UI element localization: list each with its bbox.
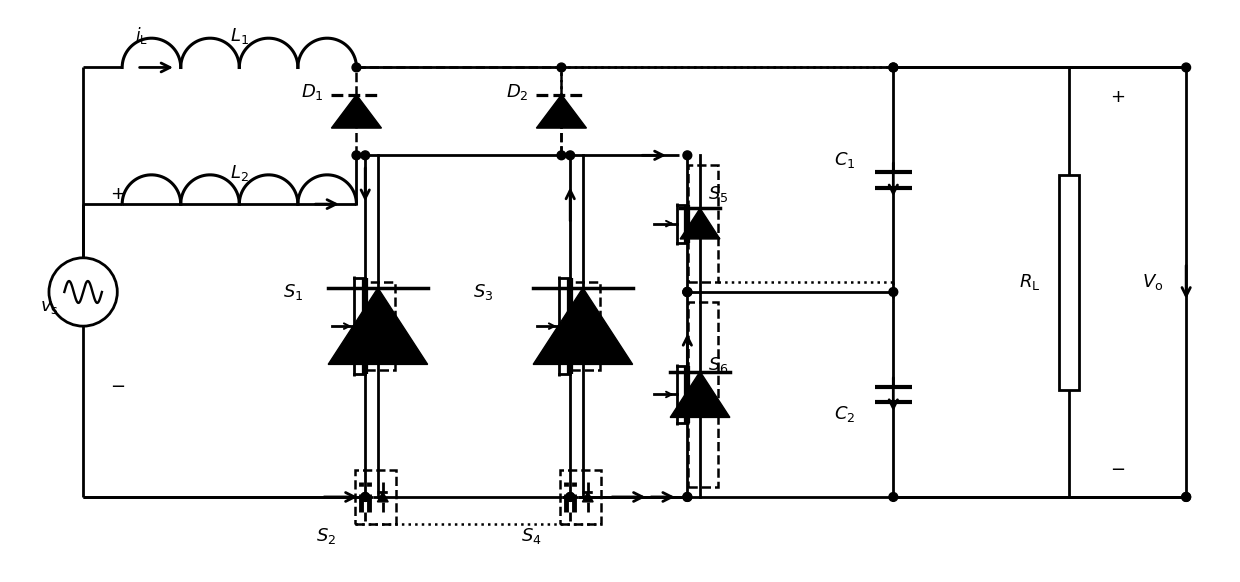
Circle shape (361, 492, 370, 501)
Text: $S_5$: $S_5$ (708, 184, 728, 204)
Circle shape (1182, 492, 1190, 501)
Circle shape (565, 492, 574, 501)
Text: $D_1$: $D_1$ (301, 82, 324, 102)
Bar (366, 282, 396, 370)
Circle shape (361, 492, 370, 501)
Text: $+$: $+$ (109, 185, 125, 203)
Circle shape (1182, 63, 1190, 72)
Circle shape (352, 63, 361, 72)
Polygon shape (670, 371, 730, 417)
Circle shape (565, 151, 574, 159)
Circle shape (565, 492, 574, 501)
Polygon shape (377, 492, 388, 502)
Text: $-$: $-$ (1110, 459, 1126, 477)
Polygon shape (537, 95, 587, 128)
Text: $-$: $-$ (109, 376, 125, 393)
Polygon shape (583, 492, 593, 502)
Text: $S_6$: $S_6$ (708, 355, 728, 375)
Bar (572, 282, 600, 370)
Circle shape (683, 492, 692, 501)
Text: $S_2$: $S_2$ (316, 526, 336, 546)
Text: $L_2$: $L_2$ (229, 162, 249, 183)
Text: $C_2$: $C_2$ (833, 404, 856, 424)
Circle shape (889, 63, 898, 72)
Circle shape (683, 288, 692, 296)
Polygon shape (681, 208, 720, 239)
Text: $S_4$: $S_4$ (521, 526, 542, 546)
Bar (356, 470, 397, 524)
Bar (688, 301, 718, 487)
Circle shape (683, 288, 692, 296)
Text: $S_3$: $S_3$ (474, 282, 494, 302)
Circle shape (352, 151, 361, 159)
Text: $C_1$: $C_1$ (833, 150, 856, 170)
Polygon shape (329, 288, 428, 364)
Bar (688, 165, 718, 282)
Circle shape (557, 151, 565, 159)
Text: $V_{\rm o}$: $V_{\rm o}$ (1142, 272, 1163, 292)
Bar (1059, 175, 1079, 389)
Circle shape (683, 288, 692, 296)
Text: $v_{\rm s}$: $v_{\rm s}$ (40, 297, 58, 315)
Circle shape (361, 151, 370, 159)
Text: $D_2$: $D_2$ (506, 82, 528, 102)
Circle shape (683, 492, 692, 501)
Text: $+$: $+$ (1110, 88, 1126, 106)
Circle shape (683, 151, 692, 159)
Circle shape (1182, 492, 1190, 501)
Bar (560, 470, 601, 524)
Text: $i_{\rm L}$: $i_{\rm L}$ (135, 25, 149, 46)
Text: $S_1$: $S_1$ (283, 282, 303, 302)
Circle shape (889, 63, 898, 72)
Text: $R_{\rm L}$: $R_{\rm L}$ (1019, 272, 1040, 292)
Text: $L_1$: $L_1$ (229, 26, 249, 46)
Circle shape (889, 288, 898, 296)
Polygon shape (533, 288, 632, 364)
Polygon shape (331, 95, 382, 128)
Circle shape (557, 63, 565, 72)
Circle shape (889, 492, 898, 501)
